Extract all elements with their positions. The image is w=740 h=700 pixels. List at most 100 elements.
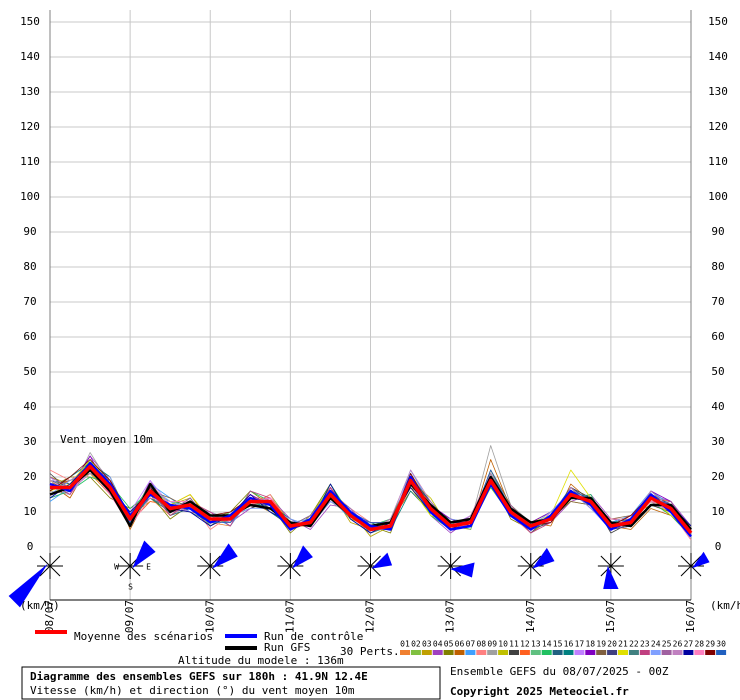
y-tick-label-right: 10 — [711, 505, 724, 518]
plot: W E S — [8, 445, 710, 608]
legend-swatch — [607, 650, 618, 655]
y-tick-label-right: 0 — [715, 540, 722, 553]
legend-swatch — [574, 650, 585, 655]
y-tick-label: 30 — [23, 435, 36, 448]
compass-label: E — [146, 563, 151, 572]
perts-label: 30 Perts. — [340, 645, 400, 658]
legend-label: 05 — [444, 640, 454, 649]
legend-swatch — [541, 650, 552, 655]
legend-swatch — [519, 650, 530, 655]
legend-label: 22 — [629, 640, 639, 649]
wind-arrow — [450, 562, 475, 578]
legend-label: 20 — [607, 640, 617, 649]
legend-label: 10 — [498, 640, 508, 649]
legend-swatch — [639, 650, 650, 655]
legend-label: Run de contrôle — [264, 630, 363, 643]
compass — [199, 555, 221, 577]
y-unit-right: (km/h) — [710, 599, 740, 612]
legend-label: 03 — [422, 640, 432, 649]
legend-label: 15 — [553, 640, 563, 649]
legend-swatch — [465, 650, 476, 655]
y-tick-label-right: 50 — [711, 365, 724, 378]
legend-label: 19 — [596, 640, 606, 649]
box-title: Diagramme des ensembles GEFS sur 180h : … — [30, 670, 368, 683]
legend-label: 08 — [476, 640, 486, 649]
legend-label: 02 — [411, 640, 421, 649]
legend-label: 13 — [531, 640, 541, 649]
legend-swatch — [498, 650, 509, 655]
legend-swatch — [530, 650, 541, 655]
x-tick-label: 12/07 — [364, 600, 377, 633]
y-tick-label-right: 80 — [711, 260, 724, 273]
y-tick-label: 70 — [23, 295, 36, 308]
y-tick-label-right: 150 — [708, 15, 728, 28]
legend-swatch — [552, 650, 563, 655]
legend-swatch — [443, 650, 454, 655]
legend-label: 07 — [466, 640, 476, 649]
legend-swatch — [618, 650, 628, 655]
legend-swatch — [476, 650, 487, 655]
x-tick-label: 08/07 — [43, 600, 56, 633]
annotation: Vent moyen 10m — [60, 433, 153, 446]
legend-swatch — [563, 650, 574, 655]
y-tick-label: 120 — [20, 120, 40, 133]
altitude: Altitude du modele : 136m — [178, 654, 344, 667]
wind-arrow — [212, 543, 238, 569]
legend-swatch — [421, 650, 432, 655]
legend-swatch — [661, 650, 672, 655]
legend-label: 12 — [520, 640, 530, 649]
wind-arrow — [692, 551, 710, 569]
legend-label: 16 — [564, 640, 574, 649]
copyright: Copyright 2025 Meteociel.fr — [450, 685, 629, 698]
y-tick-label-right: 90 — [711, 225, 724, 238]
legend-swatch — [509, 650, 519, 655]
x-tick-label: 11/07 — [283, 600, 296, 633]
legend-label: 09 — [487, 640, 497, 649]
legend-label: 26 — [673, 640, 683, 649]
run-info: Ensemble GEFS du 08/07/2025 - 00Z — [450, 665, 669, 678]
x-tick-label: 15/07 — [604, 600, 617, 633]
legend-label: 14 — [542, 640, 552, 649]
legend-swatch — [694, 650, 705, 655]
compass — [520, 555, 542, 577]
legend-label: 27 — [684, 640, 694, 649]
legend-label: Moyenne des scénarios — [74, 630, 213, 643]
legend: Moyenne des scénarios Run de contrôleRun … — [35, 630, 727, 655]
legend-swatch — [454, 650, 465, 655]
y-tick-label: 90 — [23, 225, 36, 238]
legend-label: 24 — [651, 640, 661, 649]
legend-swatch — [683, 650, 694, 655]
x-tick-label: 10/07 — [203, 600, 216, 633]
y-unit-left: (km/h) — [20, 599, 60, 612]
y-tick-label-right: 110 — [708, 155, 728, 168]
y-tick-label-right: 130 — [708, 85, 728, 98]
legend-swatch — [432, 650, 443, 655]
compass — [360, 555, 381, 577]
y-tick-label: 10 — [23, 505, 36, 518]
y-tick-label-right: 40 — [711, 400, 724, 413]
legend-swatch — [672, 650, 683, 655]
y-tick-label: 100 — [20, 190, 40, 203]
grid: 0 0 10 10 20 20 30 30 40 40 50 50 60 60 70 70 80 80 90 90 10… — [20, 10, 728, 633]
legend-swatch — [716, 650, 727, 655]
legend-label: 21 — [618, 640, 628, 649]
legend-swatch — [650, 650, 661, 655]
legend-label: 30 — [716, 640, 726, 649]
y-tick-label: 20 — [23, 470, 36, 483]
wind-arrow — [371, 552, 393, 569]
compass — [440, 555, 461, 577]
info-box — [21, 666, 441, 700]
y-tick-label-right: 30 — [711, 435, 724, 448]
y-tick-label: 110 — [20, 155, 40, 168]
wind-arrow — [132, 540, 156, 569]
legend-label: 06 — [455, 640, 465, 649]
y-tick-label-right: 60 — [711, 330, 724, 343]
wind-arrow — [8, 563, 48, 608]
y-tick-label-right: 70 — [711, 295, 724, 308]
y-tick-label: 150 — [20, 15, 40, 28]
legend-label: 04 — [433, 640, 443, 649]
legend-label: 18 — [585, 640, 595, 649]
wind-arrow — [532, 547, 555, 569]
y-tick-label: 80 — [23, 260, 36, 273]
